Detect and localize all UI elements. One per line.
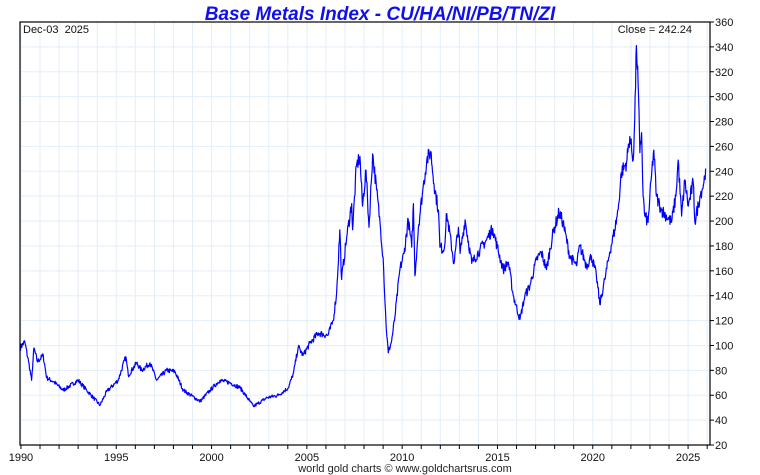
- close-label: Close = 242.24: [618, 24, 692, 36]
- y-tick-label: 140: [715, 291, 733, 303]
- y-tick-label: 180: [715, 241, 733, 253]
- date-label: Dec-03 2025: [23, 24, 89, 36]
- x-tick-label: 2025: [676, 452, 700, 464]
- y-tick-label: 40: [715, 415, 727, 427]
- chart-title: Base Metals Index - CU/HA/NI/PB/TN/ZI: [205, 4, 556, 25]
- x-tick-label: 2005: [295, 452, 319, 464]
- x-tick-label: 1990: [9, 452, 33, 464]
- plot-frame: [19, 21, 711, 446]
- y-tick-label: 360: [715, 17, 733, 29]
- y-axis: 20 40 60 80 100 120 140 160 180 200 220 240 260 280 30…: [710, 17, 733, 452]
- x-tick-label: 2000: [199, 452, 223, 464]
- x-tick-label: 2010: [390, 452, 414, 464]
- x-tick-label: 1995: [104, 452, 128, 464]
- y-tick-label: 120: [715, 316, 733, 328]
- y-tick-label: 340: [715, 42, 733, 54]
- y-tick-label: 200: [715, 216, 733, 228]
- grid: [20, 21, 710, 446]
- y-tick-label: 20: [715, 440, 727, 452]
- y-tick-label: 160: [715, 266, 733, 278]
- footer-credit: world gold charts © www.goldchartsrus.co…: [297, 463, 512, 475]
- series-line-base-metals-index: [19, 44, 707, 408]
- x-tick-label: 2015: [485, 452, 509, 464]
- y-tick-label: 80: [715, 365, 727, 377]
- y-tick-label: 280: [715, 117, 733, 129]
- y-tick-label: 100: [715, 340, 733, 352]
- y-tick-label: 240: [715, 166, 733, 178]
- y-tick-label: 220: [715, 191, 733, 203]
- y-tick-label: 300: [715, 92, 733, 104]
- y-tick-label: 60: [715, 390, 727, 402]
- x-axis: 1990 1995 2000 2005 2010 2015 2020 2025: [9, 445, 708, 464]
- y-tick-label: 260: [715, 141, 733, 153]
- x-tick-label: 2020: [581, 452, 605, 464]
- y-tick-label: 320: [715, 67, 733, 79]
